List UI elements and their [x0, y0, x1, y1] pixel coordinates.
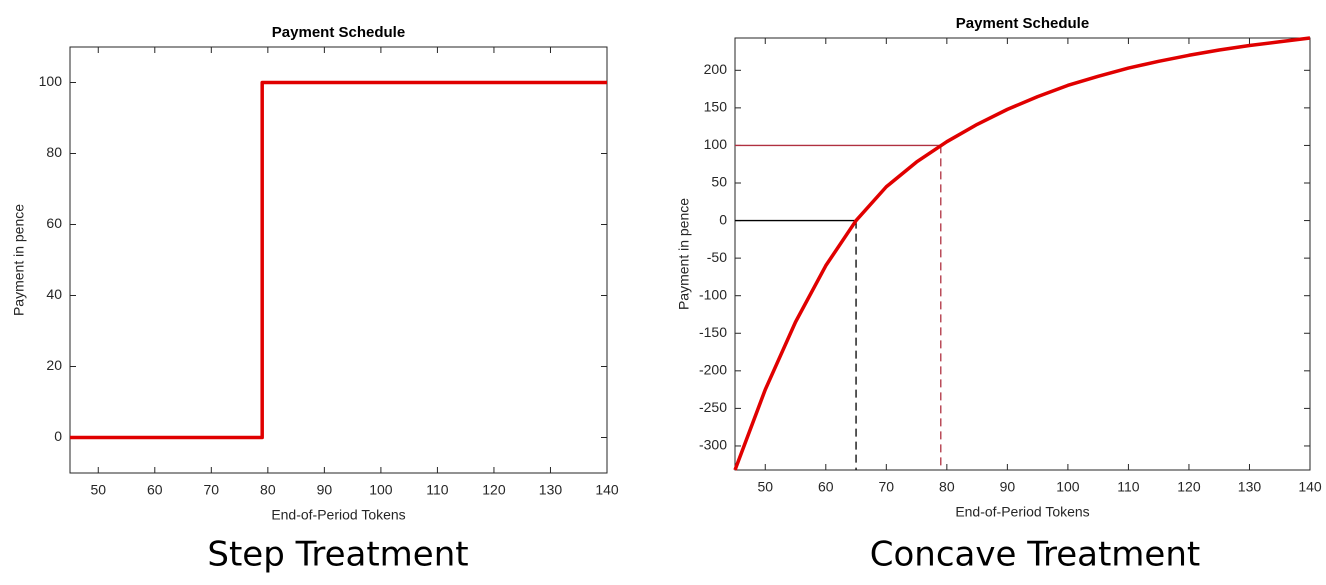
x-tick-label: 70: [879, 479, 895, 495]
x-tick-label: 50: [90, 482, 106, 498]
plot-area: [69, 46, 608, 474]
data-line: [70, 80, 607, 440]
x-axis-label: End-of-Period Tokens: [271, 507, 405, 523]
data-line: [733, 36, 1311, 471]
x-tick-label: 80: [939, 479, 955, 495]
x-tick-label: 70: [204, 482, 220, 498]
y-tick-label: 0: [719, 211, 727, 227]
x-tick-label: 100: [1056, 479, 1080, 495]
x-tick-label: 120: [1177, 479, 1201, 495]
y-axis-label: Payment in pence: [676, 198, 692, 310]
x-tick-label: 90: [1000, 479, 1016, 495]
caption: Concave Treatment: [870, 535, 1200, 575]
x-tick-label: 140: [1298, 479, 1322, 495]
y-axis-label: Payment in pence: [11, 204, 27, 316]
y-tick-label: 80: [46, 144, 62, 160]
caption: Step Treatment: [207, 535, 468, 575]
x-tick-label: 100: [369, 482, 393, 498]
y-tick-label: -100: [699, 286, 727, 302]
x-tick-label: 140: [595, 482, 619, 498]
y-tick-label: 50: [711, 174, 727, 190]
y-tick-label: 20: [46, 357, 62, 373]
y-tick-label: -150: [699, 324, 727, 340]
x-tick-label: 50: [757, 479, 773, 495]
y-tick-label: -200: [699, 362, 727, 378]
x-tick-label: 60: [818, 479, 834, 495]
y-tick-label: -50: [707, 249, 727, 265]
y-tick-label: -300: [699, 437, 727, 453]
chart-title: Payment Schedule: [956, 15, 1089, 32]
plot-area: [734, 37, 1311, 471]
x-tick-label: 60: [147, 482, 163, 498]
x-tick-label: 130: [1238, 479, 1262, 495]
x-tick-label: 90: [317, 482, 333, 498]
y-tick-label: 100: [704, 136, 728, 152]
y-tick-label: 150: [704, 99, 728, 115]
y-tick-label: -250: [699, 399, 727, 415]
y-tick-label: 60: [46, 215, 62, 231]
y-tick-label: 200: [704, 61, 728, 77]
x-tick-label: 120: [482, 482, 506, 498]
x-tick-label: 110: [1117, 479, 1140, 495]
x-axis-label: End-of-Period Tokens: [955, 504, 1089, 520]
chart-title: Payment Schedule: [272, 24, 405, 41]
y-tick-label: 100: [39, 73, 63, 89]
x-tick-label: 110: [426, 482, 449, 498]
x-tick-label: 130: [539, 482, 563, 498]
y-tick-label: 0: [54, 428, 62, 444]
y-tick-label: 40: [46, 286, 62, 302]
x-tick-label: 80: [260, 482, 276, 498]
